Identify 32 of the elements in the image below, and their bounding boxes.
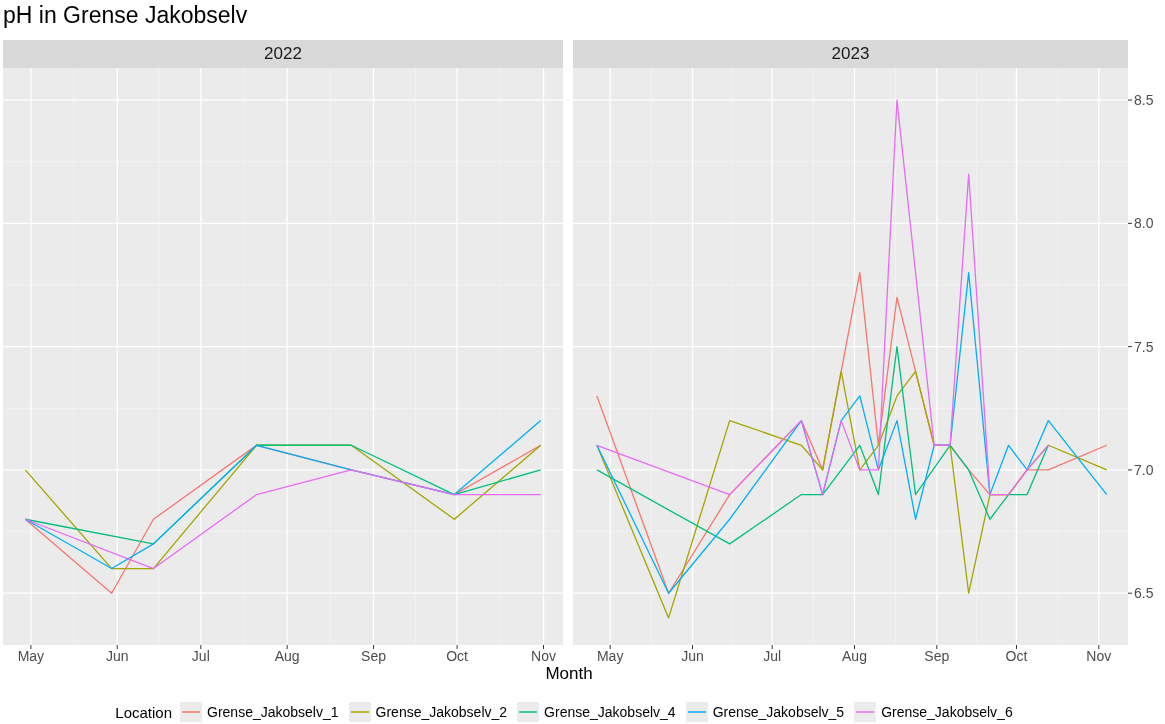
x-tick-label: Jun xyxy=(681,647,704,664)
legend-label: Grense_Jakobselv_2 xyxy=(375,704,508,720)
x-tick-label: Oct xyxy=(1005,647,1028,664)
legend-label: Grense_Jakobselv_1 xyxy=(207,704,339,720)
y-tick-label: 8.0 xyxy=(1134,215,1154,232)
x-tick-label: Jul xyxy=(763,647,782,664)
legend-label: Grense_Jakobselv_4 xyxy=(544,704,676,720)
y-tick-label: 7.0 xyxy=(1134,461,1154,478)
x-tick-label: Jun xyxy=(105,647,129,664)
x-tick-label: Aug xyxy=(842,647,867,664)
x-tick-label: Sep xyxy=(361,647,387,664)
x-axis-title: Month xyxy=(544,664,594,684)
chart-subtitle: 2023 xyxy=(573,40,1128,68)
line-series xyxy=(596,99,1049,496)
y-tick-label: 8.5 xyxy=(1134,92,1154,109)
x-tick-label: Oct xyxy=(446,647,469,664)
line-series xyxy=(596,345,1049,545)
chart-subtitle: 2022 xyxy=(3,40,563,68)
x-tick-label: Aug xyxy=(274,647,300,664)
y-tick-label: 6.5 xyxy=(1134,585,1154,602)
legend-title: Location xyxy=(115,703,173,721)
x-tick-label: May xyxy=(17,647,45,664)
chart-title: pH in Grense Jakobselv xyxy=(3,2,248,29)
x-tick-label: Sep xyxy=(924,647,950,664)
y-tick-label: 7.5 xyxy=(1134,338,1154,355)
x-tick-label: May xyxy=(596,647,624,664)
x-tick-label: Nov xyxy=(531,647,556,664)
line-series xyxy=(596,370,1108,619)
legend-label: Grense_Jakobselv_5 xyxy=(712,704,845,720)
x-tick-label: Nov xyxy=(1086,647,1112,664)
legend-label: Grense_Jakobselv_6 xyxy=(881,704,1013,720)
x-tick-label: Jul xyxy=(191,647,210,664)
